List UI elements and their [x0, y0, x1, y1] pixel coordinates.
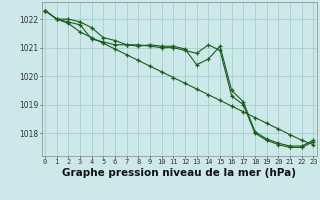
X-axis label: Graphe pression niveau de la mer (hPa): Graphe pression niveau de la mer (hPa) — [62, 168, 296, 178]
